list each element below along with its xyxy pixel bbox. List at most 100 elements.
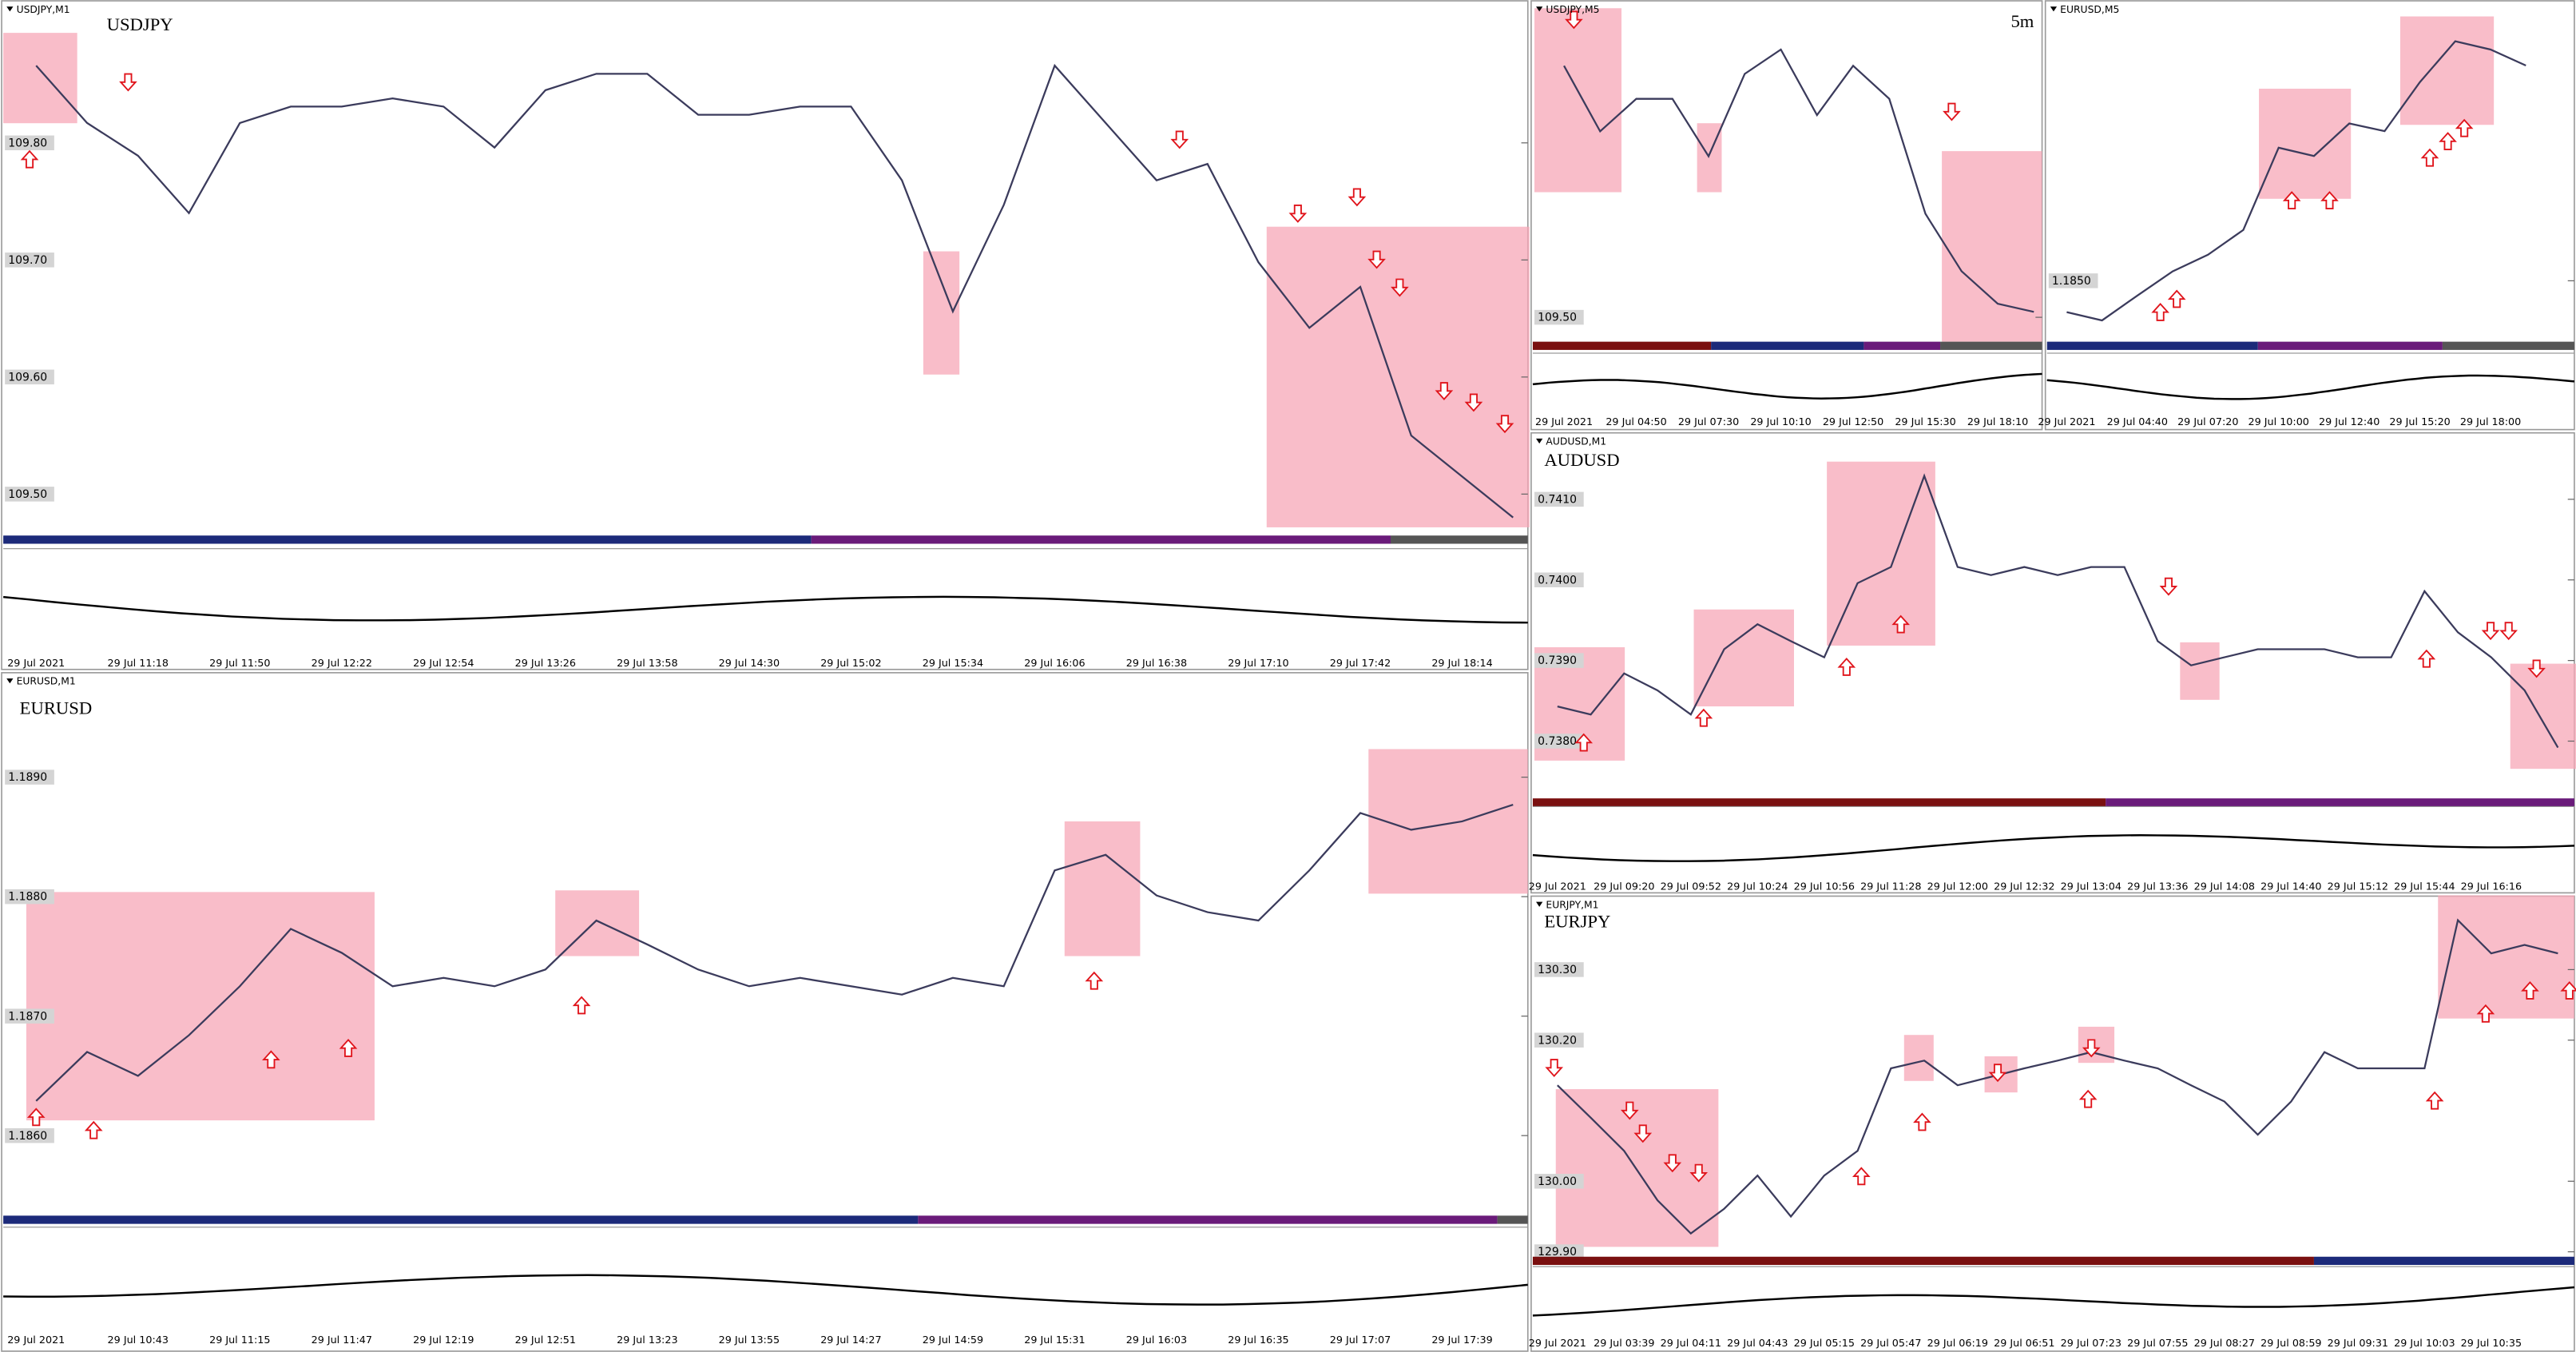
window-menu-icon	[6, 6, 14, 12]
x-tick-label: 29 Jul 2021	[1529, 881, 1586, 893]
signal-zone	[1534, 8, 1622, 193]
window-menu-icon	[1536, 438, 1543, 444]
x-tick-label: 29 Jul 07:20	[2177, 416, 2238, 428]
x-tick-label: 29 Jul 10:56	[1794, 881, 1855, 893]
session-band	[2257, 341, 2443, 350]
session-band	[811, 535, 1391, 544]
x-tick-label: 29 Jul 11:50	[209, 658, 270, 670]
signal-arrow-down	[2082, 1039, 2101, 1058]
x-tick-label: 29 Jul 14:30	[719, 658, 780, 670]
window-header: USDJPY,M1	[17, 4, 70, 15]
x-tick-label: 29 Jul 17:42	[1330, 658, 1391, 670]
signal-arrow-down	[2159, 577, 2178, 596]
chart-title: 5m	[2010, 11, 2034, 31]
x-tick-label: 29 Jul 15:34	[923, 658, 983, 670]
session-band	[1532, 341, 1712, 350]
x-tick-label: 29 Jul 10:03	[2394, 1338, 2455, 1350]
y-tick-box	[2048, 273, 2098, 288]
session-band	[1391, 535, 1528, 544]
x-tick-label: 29 Jul 10:35	[2461, 1338, 2522, 1350]
y-tick-box	[1534, 653, 1584, 668]
y-tick-label: 109.80	[8, 137, 47, 149]
signal-arrow-up	[2420, 148, 2439, 167]
price-line	[35, 63, 1514, 519]
x-tick-label: 29 Jul 15:20	[2389, 416, 2450, 428]
y-tick-label: 1.1860	[8, 1130, 47, 1143]
session-band	[1497, 1215, 1528, 1224]
session-band	[2046, 341, 2258, 350]
chart-title: USDJPY	[107, 14, 173, 34]
signal-arrow-up	[2320, 191, 2339, 210]
window-header: EURUSD,M5	[2060, 4, 2119, 15]
session-band	[1711, 341, 1864, 350]
chart-frame	[1530, 895, 2575, 1352]
x-tick-label: 29 Jul 18:10	[1967, 416, 2028, 428]
x-tick-label: 29 Jul 06:51	[1994, 1338, 2054, 1350]
signal-arrow-up	[1852, 1167, 1871, 1186]
x-tick-label: 29 Jul 2021	[1529, 1338, 1586, 1350]
signal-arrow-down	[2481, 622, 2500, 641]
signal-arrow-up	[1891, 614, 1911, 634]
x-tick-label: 29 Jul 15:31	[1024, 1334, 1085, 1346]
x-tick-label: 29 Jul 07:23	[2061, 1338, 2122, 1350]
x-tick-label: 29 Jul 12:32	[1994, 881, 2054, 893]
x-tick-label: 29 Jul 14:59	[923, 1334, 983, 1346]
signal-arrow-up	[2078, 1089, 2098, 1108]
y-tick-label: 0.7410	[1538, 493, 1577, 506]
x-tick-label: 29 Jul 08:59	[2260, 1338, 2321, 1350]
signal-arrow-up	[2282, 191, 2301, 210]
x-tick-label: 29 Jul 05:47	[1860, 1338, 1921, 1350]
signal-arrow-up	[26, 1107, 46, 1127]
y-tick-label: 0.7390	[1538, 654, 1577, 667]
indicator-line	[2, 595, 1528, 624]
signal-arrow-down	[1620, 1101, 1639, 1120]
x-tick-label: 29 Jul 03:39	[1594, 1338, 1654, 1350]
y-tick-box	[1534, 491, 1584, 507]
y-tick-label: 109.50	[8, 488, 47, 501]
x-tick-label: 29 Jul 04:50	[1606, 416, 1666, 428]
y-tick-label: 109.70	[8, 254, 47, 267]
y-tick-label: 1.1890	[8, 771, 47, 784]
y-tick-label: 129.90	[1538, 1246, 1577, 1259]
signal-arrow-down	[1565, 10, 1583, 30]
signal-zone	[26, 892, 375, 1121]
x-tick-label: 29 Jul 08:27	[2194, 1338, 2255, 1350]
chart-frame	[2044, 0, 2575, 431]
y-tick-box	[5, 1127, 54, 1143]
signal-arrow-down	[1464, 393, 1483, 412]
signal-arrow-up	[1913, 1112, 1931, 1131]
x-tick-label: 29 Jul 09:31	[2328, 1338, 2388, 1350]
signal-zone	[1555, 1089, 1719, 1247]
y-tick-label: 0.7380	[1538, 735, 1577, 748]
signal-zone	[1942, 151, 2042, 342]
window-menu-icon	[2050, 6, 2058, 12]
x-tick-label: 29 Jul 12:19	[413, 1334, 474, 1346]
signal-zone	[1064, 821, 1141, 956]
window-menu-icon	[1536, 901, 1543, 907]
chart-title: EURJPY	[1544, 912, 1610, 932]
signal-arrow-up	[1837, 658, 1856, 676]
signal-zone	[3, 33, 77, 124]
x-tick-label: 29 Jul 15:44	[2394, 881, 2455, 893]
signal-arrow-down	[1367, 250, 1386, 269]
window-menu-icon	[1536, 6, 1543, 12]
y-tick-label: 1.1850	[2052, 275, 2091, 288]
y-tick-label: 130.20	[1538, 1034, 1577, 1047]
x-tick-label: 29 Jul 13:36	[2127, 881, 2188, 893]
price-line	[1563, 48, 2034, 313]
signal-zone	[2399, 16, 2495, 125]
chart-frame	[1530, 431, 2575, 894]
x-tick-label: 29 Jul 13:04	[2061, 881, 2122, 893]
y-tick-box	[5, 369, 54, 385]
x-tick-label: 29 Jul 17:07	[1330, 1334, 1391, 1346]
price-line	[1557, 918, 2558, 1235]
x-tick-label: 29 Jul 12:40	[2319, 416, 2380, 428]
session-band	[2106, 798, 2574, 807]
session-band	[1864, 341, 1941, 350]
session-band	[1940, 341, 2042, 350]
signal-arrow-up	[262, 1050, 280, 1069]
x-tick-label: 29 Jul 2021	[7, 658, 65, 670]
x-tick-label: 29 Jul 14:40	[2260, 881, 2321, 893]
y-tick-box	[5, 135, 54, 151]
